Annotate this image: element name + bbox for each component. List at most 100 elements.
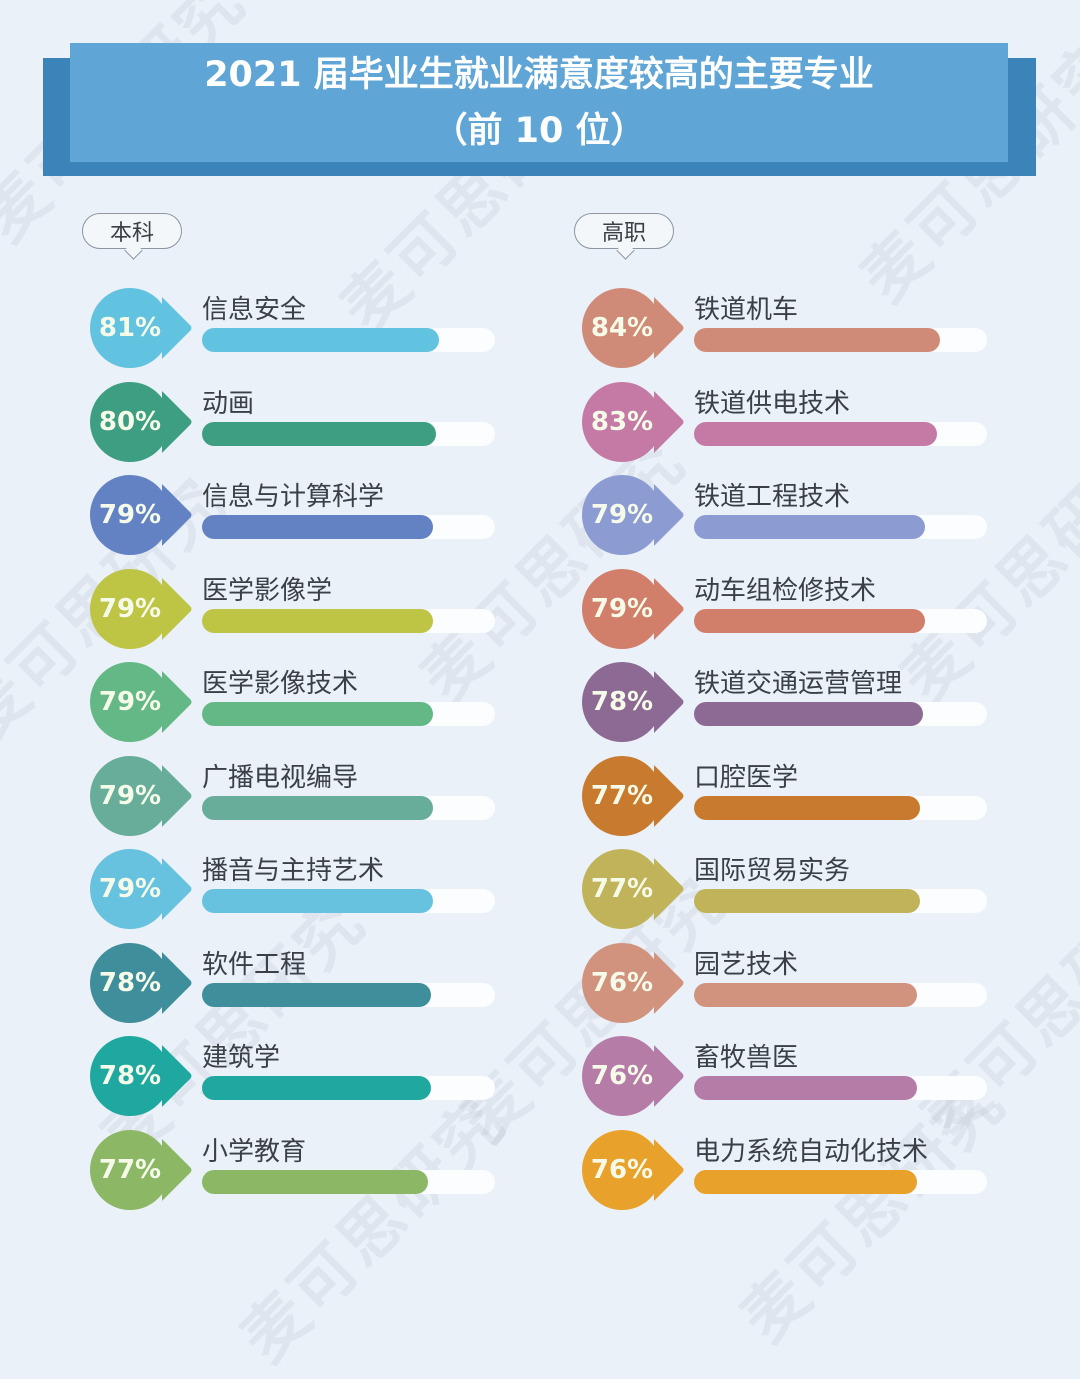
percentage-value: 78% bbox=[590, 687, 654, 717]
bar-fill bbox=[202, 328, 440, 352]
percentage-badge bbox=[90, 568, 170, 649]
percentage-badge bbox=[582, 381, 662, 462]
chart-title-line2: （前 10 位） bbox=[432, 110, 646, 151]
ranking-row: 78% 软件工程 bbox=[90, 942, 510, 1037]
bar-track bbox=[694, 1076, 987, 1100]
ranking-row: 83% 铁道供电技术 bbox=[582, 381, 1002, 476]
major-name: 铁道工程技术 bbox=[694, 482, 851, 512]
bar-fill bbox=[202, 795, 434, 820]
bar-track bbox=[694, 982, 987, 1007]
percentage-value: 79% bbox=[98, 780, 162, 811]
bar-fill bbox=[694, 608, 926, 633]
bar-fill bbox=[694, 795, 920, 820]
percentage-badge bbox=[90, 1036, 170, 1116]
group-label-undergraduate: 本科 bbox=[82, 213, 182, 249]
ranking-row: 76% 电力系统自动化技术 bbox=[582, 1129, 1002, 1224]
major-name: 信息安全 bbox=[202, 295, 307, 325]
percentage-badge bbox=[90, 1129, 170, 1210]
major-name: 动车组检修技术 bbox=[694, 575, 877, 606]
bar-track bbox=[202, 1169, 495, 1194]
bar-fill bbox=[202, 1076, 431, 1100]
bar-track bbox=[694, 328, 987, 352]
percentage-badge bbox=[90, 288, 170, 368]
major-name: 信息与计算科学 bbox=[202, 482, 385, 512]
percentage-value: 76% bbox=[590, 1154, 654, 1185]
percentage-badge bbox=[582, 475, 662, 555]
ranking-row: 79% 医学影像学 bbox=[90, 568, 510, 663]
percentage-value: 79% bbox=[98, 687, 162, 717]
major-name: 铁道交通运营管理 bbox=[694, 669, 903, 699]
ranking-row: 76% 畜牧兽医 bbox=[582, 1036, 1002, 1130]
bar-track bbox=[202, 702, 495, 726]
ranking-row: 79% 动车组检修技术 bbox=[582, 568, 1002, 663]
major-name: 电力系统自动化技术 bbox=[694, 1136, 929, 1167]
percentage-value: 81% bbox=[98, 313, 162, 343]
percentage-value: 80% bbox=[98, 406, 162, 437]
major-name: 建筑学 bbox=[202, 1043, 281, 1073]
ranking-row: 78% 铁道交通运营管理 bbox=[582, 662, 1002, 756]
bar-track bbox=[694, 608, 987, 633]
major-name: 动画 bbox=[202, 388, 255, 419]
percentage-badge bbox=[582, 942, 662, 1023]
bar-track bbox=[202, 421, 495, 446]
percentage-badge bbox=[582, 1036, 662, 1116]
group-label-text: 高职 bbox=[601, 221, 646, 246]
bar-track bbox=[202, 515, 495, 539]
bar-track bbox=[202, 1076, 495, 1100]
ranking-row: 79% 播音与主持艺术 bbox=[90, 849, 510, 943]
major-name: 国际贸易实务 bbox=[694, 856, 851, 886]
percentage-value: 76% bbox=[590, 1061, 654, 1091]
undergraduate-ranking-list: 81% 信息安全 80% 动画 79% 信息与计算科学 79% 医学影像学 79… bbox=[90, 288, 510, 1223]
major-name: 小学教育 bbox=[202, 1136, 307, 1167]
bar-fill bbox=[694, 889, 920, 913]
major-name: 广播电视编导 bbox=[202, 762, 359, 793]
percentage-badge bbox=[90, 942, 170, 1023]
percentage-badge bbox=[582, 568, 662, 649]
bar-track bbox=[694, 889, 987, 913]
bar-track bbox=[202, 795, 495, 820]
group-label-text: 本科 bbox=[109, 221, 154, 246]
percentage-value: 79% bbox=[98, 500, 162, 530]
bar-track bbox=[202, 328, 495, 352]
bar-track bbox=[694, 795, 987, 820]
percentage-badge bbox=[90, 475, 170, 555]
percentage-value: 78% bbox=[98, 1061, 162, 1091]
percentage-value: 76% bbox=[590, 967, 654, 998]
bar-fill bbox=[202, 608, 434, 633]
bar-fill bbox=[694, 328, 941, 352]
bar-track bbox=[694, 421, 987, 446]
bar-fill bbox=[694, 702, 923, 726]
percentage-badge bbox=[582, 288, 662, 368]
ranking-row: 77% 口腔医学 bbox=[582, 755, 1002, 850]
major-name: 园艺技术 bbox=[694, 949, 799, 980]
group-label-vocational: 高职 bbox=[574, 213, 674, 249]
bar-fill bbox=[202, 515, 434, 539]
bar-fill bbox=[202, 1169, 428, 1194]
major-name: 软件工程 bbox=[202, 949, 307, 980]
bar-fill bbox=[694, 1169, 917, 1194]
title-banner: 2021 届毕业生就业满意度较高的主要专业 （前 10 位） bbox=[70, 43, 1008, 162]
vocational-ranking-list: 84% 铁道机车 83% 铁道供电技术 79% 铁道工程技术 79% 动车组检修… bbox=[582, 288, 1002, 1223]
major-name: 铁道供电技术 bbox=[694, 388, 851, 419]
ranking-row: 78% 建筑学 bbox=[90, 1036, 510, 1130]
major-name: 畜牧兽医 bbox=[694, 1043, 799, 1073]
bar-track bbox=[202, 982, 495, 1007]
percentage-value: 79% bbox=[98, 874, 162, 904]
major-name: 口腔医学 bbox=[694, 762, 799, 793]
ranking-row: 76% 园艺技术 bbox=[582, 942, 1002, 1037]
bar-track bbox=[694, 702, 987, 726]
percentage-value: 77% bbox=[98, 1154, 162, 1185]
percentage-value: 83% bbox=[590, 406, 654, 437]
ranking-row: 79% 医学影像技术 bbox=[90, 662, 510, 756]
percentage-badge bbox=[90, 662, 170, 742]
percentage-value: 84% bbox=[590, 313, 654, 343]
percentage-badge bbox=[582, 755, 662, 836]
ranking-row: 79% 广播电视编导 bbox=[90, 755, 510, 850]
percentage-value: 79% bbox=[98, 593, 162, 624]
major-name: 铁道机车 bbox=[694, 295, 799, 325]
bar-track bbox=[694, 515, 987, 539]
ranking-row: 79% 铁道工程技术 bbox=[582, 475, 1002, 569]
bar-fill bbox=[202, 421, 437, 446]
ranking-row: 77% 国际贸易实务 bbox=[582, 849, 1002, 943]
major-name: 医学影像技术 bbox=[202, 669, 359, 699]
